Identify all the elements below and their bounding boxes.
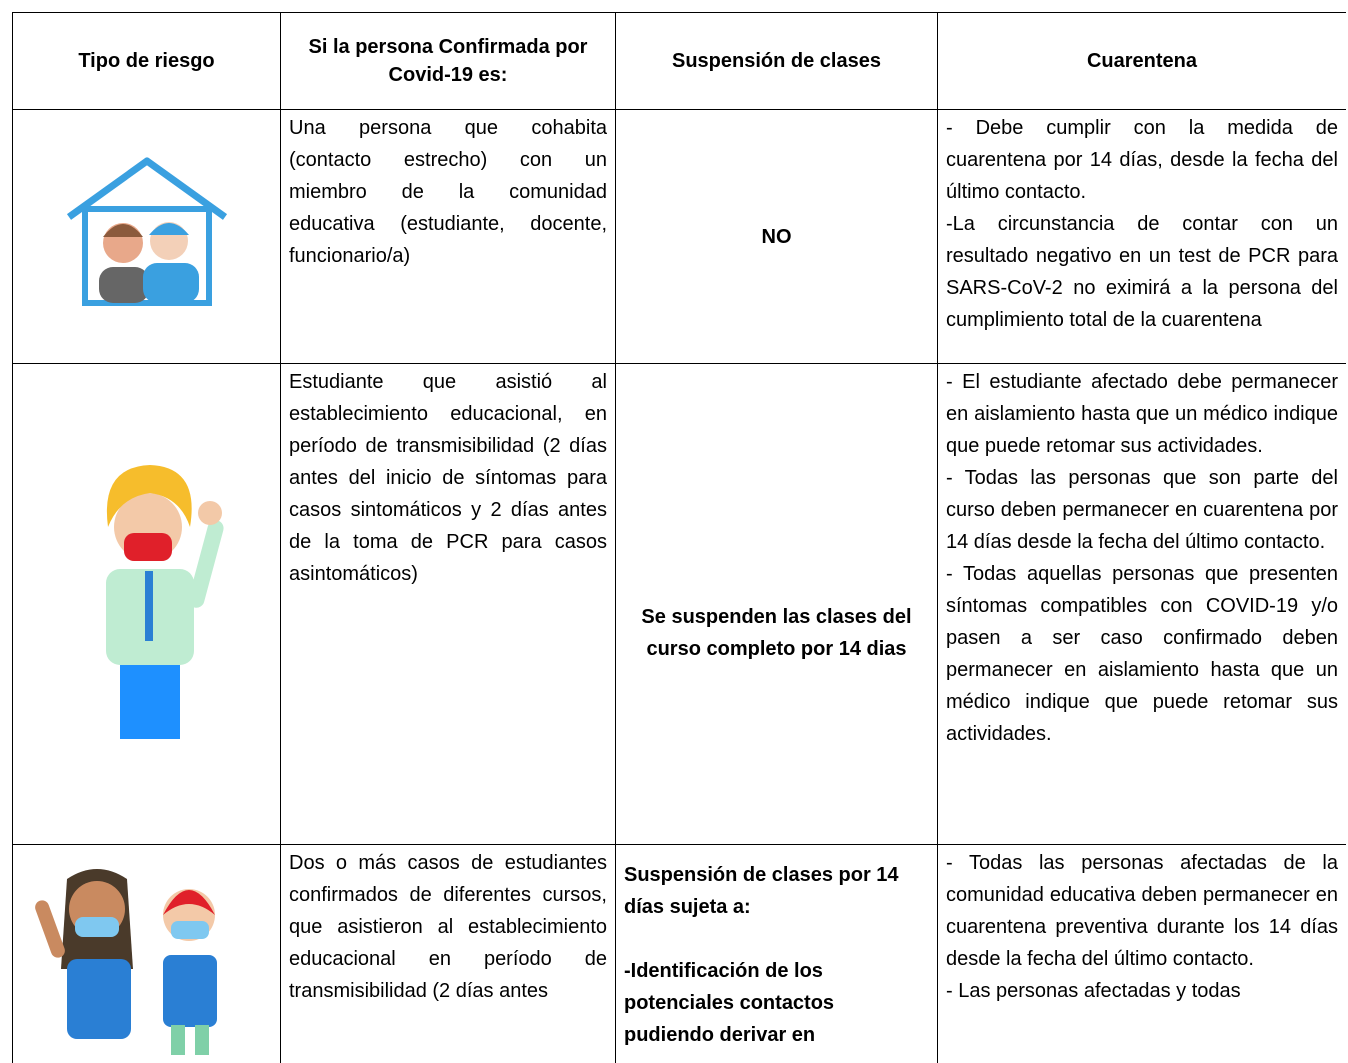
house-icon [66,157,227,306]
header-cell: Si la persona Confirmada por Covid-19 es… [280,12,616,110]
case-text: Dos o más casos de estudiantes confirmad… [289,852,607,1002]
case-cell: Estudiante que asistió al establecimient… [280,363,616,845]
icon-cell [12,109,281,364]
paragraph: - Todas las personas que son parte del c… [946,467,1338,553]
paragraph: - Todas aquellas personas que presenten … [946,563,1338,745]
risk-table: Tipo de riesgo Si la persona Confirmada … [12,12,1346,1063]
quarantine-cell: - El estudiante afectado debe permanecer… [937,363,1346,845]
quarantine-cell: - Debe cumplir con la medida de cuarente… [937,109,1346,364]
row: Dos o más casos de estudiantes confirmad… [12,844,1346,1063]
header-cell: Tipo de riesgo [12,12,281,110]
student-icon [105,465,224,739]
paragraph: Suspensión de clases por 14 días sujeta … [624,864,899,918]
case-text: Una persona que cohabita (contacto estre… [289,117,607,267]
case-cell: Dos o más casos de estudiantes confirmad… [280,844,616,1063]
header-cell: Cuarentena [937,12,1346,110]
quarantine-cell: - Todas las personas afectadas de la com… [937,844,1346,1063]
suspension-cell: Suspensión de clases por 14 días sujeta … [615,844,938,1063]
header-row: Tipo de riesgo Si la persona Confirmada … [12,12,1346,110]
row: Una persona que cohabita (contacto estre… [12,109,1346,364]
students-icon [34,869,217,1055]
paragraph: NO [761,225,792,248]
paragraph: - Todas las personas afectadas de la com… [946,852,1338,970]
paragraph: -Identificación de los potenciales conta… [624,960,835,1046]
paragraph: -La circunstancia de contar con un resul… [946,213,1338,331]
case-text: Estudiante que asistió al establecimient… [289,371,607,585]
suspension-cell: NO [615,109,938,364]
paragraph: - El estudiante afectado debe permanecer… [946,371,1338,457]
table-container: Tipo de riesgo Si la persona Confirmada … [12,12,1346,1063]
row: Estudiante que asistió al establecimient… [12,363,1346,845]
paragraph: - Las personas afectadas y todas [946,980,1241,1002]
suspension-cell: Se suspenden las clases del curso comple… [615,363,938,845]
paragraph: Se suspenden las clases del curso comple… [641,606,912,660]
header-cell: Suspensión de clases [615,12,938,110]
case-cell: Una persona que cohabita (contacto estre… [280,109,616,364]
icon-cell [12,844,281,1063]
paragraph: - Debe cumplir con la medida de cuarente… [946,117,1338,203]
icon-cell [12,363,281,845]
